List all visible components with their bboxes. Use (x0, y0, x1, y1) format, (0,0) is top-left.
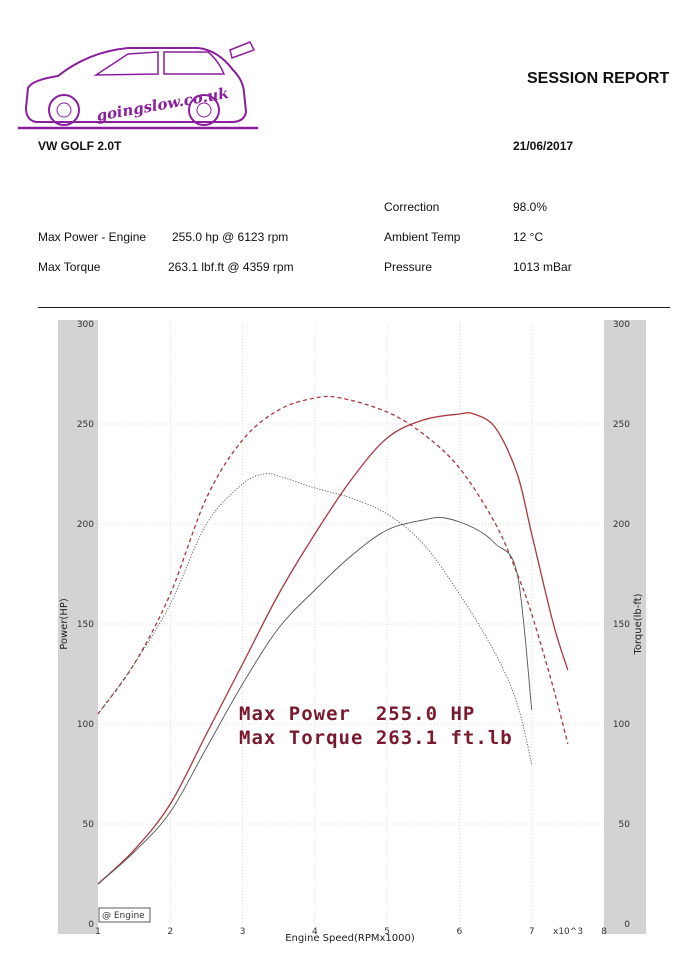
max-torque-label: Max Torque (38, 260, 101, 274)
report-title: SESSION REPORT (527, 70, 670, 87)
front-wheel-icon (48, 94, 80, 126)
x-tick-label: 3 (240, 927, 246, 937)
series-line-3 (97, 472, 533, 765)
x-tick-label: 8 (601, 927, 607, 937)
max-power-value: 255.0 hp @ 6123 rpm (172, 230, 289, 244)
x-tick-label: 5 (384, 927, 390, 937)
y-tick-label-right: 300 (613, 320, 630, 330)
y-tick-label-left: 250 (77, 420, 94, 430)
y-tick-label-right: 50 (619, 820, 631, 830)
y-tick-label-left: 100 (77, 720, 94, 730)
y-tick-label-left: 0 (88, 920, 94, 930)
y-tick-label-left: 50 (83, 820, 95, 830)
x-axis-label: Engine Speed(RPMx1000) (285, 933, 415, 944)
legend-box (98, 907, 151, 923)
y-tick-label-left: 300 (77, 320, 94, 330)
pressure-label: Pressure (384, 260, 433, 274)
dyno-chart: 0 50 100 150 200 250 300 0 50 100 150 200 250 300 1 2… (58, 320, 646, 944)
correction-value: 98.0% (513, 200, 548, 214)
x-tick-label: 4 (312, 927, 318, 937)
car-outline-icon (24, 47, 248, 123)
y-tick-label-right: 100 (613, 720, 630, 730)
max-torque-value: 263.1 lbf.ft @ 4359 rpm (168, 260, 294, 274)
y-tick-label-right: 200 (613, 520, 630, 530)
ambient-temp-value: 12 °C (513, 230, 544, 244)
x-tick-label: 2 (167, 927, 173, 937)
logo-text: goingslow.co.uk (95, 84, 230, 125)
x-multiplier-label: x10^3 (553, 927, 583, 937)
header-divider (38, 307, 670, 308)
y-axis-label-left: Power(HP) (59, 598, 70, 650)
y-tick-label-right: 150 (613, 620, 630, 630)
series-line-2 (97, 517, 533, 885)
max-power-annotation: Max Power 255.0 HP (239, 703, 475, 725)
y-tick-label-right: 250 (613, 420, 630, 430)
legend-entry: @ Engine (102, 911, 145, 921)
left-axis-band (58, 320, 98, 934)
y-tick-label-left: 150 (77, 620, 94, 630)
rear-wheel-icon (188, 94, 220, 126)
ambient-temp-label: Ambient Temp (384, 230, 461, 244)
goingslow-logo: goingslow.co.uk (18, 41, 258, 130)
max-power-label: Max Power - Engine (38, 230, 147, 244)
correction-label: Correction (384, 200, 440, 214)
right-axis-band (604, 320, 646, 934)
series-line-1 (97, 395, 569, 745)
x-tick-label: 7 (529, 927, 535, 937)
y-tick-label-right: 0 (624, 920, 630, 930)
car-model: VW GOLF 2.0T (38, 139, 122, 153)
max-torque-annotation: Max Torque 263.1 ft.lb (239, 727, 513, 749)
series-line-0 (97, 412, 569, 885)
report-date: 21/06/2017 (513, 139, 574, 153)
y-tick-label-left: 200 (77, 520, 94, 530)
x-tick-label: 6 (457, 927, 463, 937)
y-axis-label-right: Torque(lb-ft) (633, 593, 644, 655)
pressure-value: 1013 mBar (513, 260, 572, 274)
x-tick-label: 1 (95, 927, 101, 937)
